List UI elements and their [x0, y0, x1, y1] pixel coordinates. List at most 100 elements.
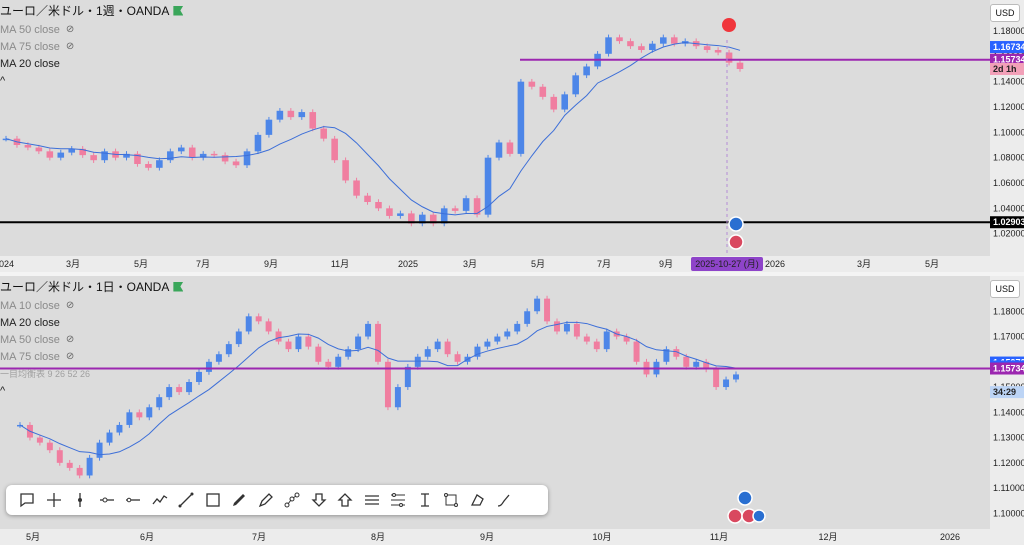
currency-button[interactable]: USD [990, 4, 1020, 22]
candle-body [265, 119, 273, 135]
x-tick-label: 2025 [398, 259, 418, 269]
vertical-line-icon[interactable] [67, 487, 94, 513]
y-tick-label: 1.17000 [993, 332, 1024, 342]
currency-button[interactable]: USD [990, 280, 1020, 298]
candle-body [365, 323, 372, 337]
candle-body [298, 112, 306, 118]
indicator-label[interactable]: MA 75 close [0, 350, 60, 363]
candle-body [563, 323, 570, 332]
candle-body [2, 138, 10, 141]
indicator-label[interactable]: MA 20 close [0, 316, 60, 329]
y-tick-label: 1.13000 [993, 433, 1024, 443]
collapse-legend-icon[interactable]: ^ [0, 384, 6, 397]
candle-body [210, 153, 218, 156]
eye-hidden-icon[interactable]: ⊘ [65, 351, 75, 362]
price-axis[interactable] [990, 276, 1024, 545]
eye-hidden-icon[interactable]: ⊘ [65, 24, 75, 35]
indicator-row[interactable]: MA 75 close ⊘ [0, 350, 183, 363]
indicator-row[interactable]: MA 10 close ⊘ [0, 299, 183, 312]
comment-icon[interactable] [14, 487, 41, 513]
candle-body [325, 361, 332, 367]
alert-pin-icon[interactable] [722, 18, 736, 32]
fib-icon[interactable] [385, 487, 412, 513]
x-tick-label: 11月 [331, 259, 349, 269]
eye-hidden-icon[interactable]: ⊘ [65, 41, 75, 52]
price-tag[interactable] [990, 41, 1024, 54]
event-marker-icon[interactable] [728, 216, 744, 232]
indicator-label[interactable]: MA 50 close [0, 333, 60, 346]
candle-body [386, 208, 393, 216]
indicator-label[interactable]: MA 50 close [0, 23, 60, 36]
candle-body [593, 341, 600, 350]
indicator-label[interactable]: MA 20 close [0, 57, 60, 70]
crosshair-date-tag [691, 257, 763, 271]
pencil-shape-icon[interactable] [465, 487, 492, 513]
indicator-row[interactable]: MA 20 close [0, 57, 183, 70]
price-tag[interactable] [990, 362, 1024, 375]
horizontal-ray-icon[interactable] [94, 487, 121, 513]
candle-body [375, 323, 381, 362]
collapse-legend-icon[interactable]: ^ [0, 74, 6, 87]
x-tick-label: 7月 [196, 259, 210, 269]
candle-body [56, 450, 63, 463]
candle-body [713, 369, 720, 388]
price-tag[interactable] [990, 53, 1024, 66]
pen-icon[interactable] [253, 487, 280, 513]
text-cursor-icon[interactable] [412, 487, 439, 513]
indicator-row[interactable]: 一目均衡表 9 26 52 26 [0, 367, 183, 380]
x-tick-label: 9月 [480, 532, 494, 542]
indicator-row[interactable]: MA 50 close ⊘ [0, 333, 183, 346]
arrow-up-icon[interactable] [332, 487, 359, 513]
candle-body [528, 81, 536, 87]
event-marker-icon[interactable] [752, 509, 766, 523]
candle-body [186, 382, 193, 393]
trend-line-icon[interactable] [173, 487, 200, 513]
indicator-row[interactable]: MA 75 close ⊘ [0, 40, 183, 53]
candle-body [335, 356, 342, 367]
x-tick-label: 7月 [252, 532, 266, 542]
candle-body [524, 311, 531, 324]
crosshair-icon[interactable] [41, 487, 68, 513]
eye-hidden-icon[interactable]: ⊘ [65, 300, 75, 311]
trend-path-icon[interactable] [147, 487, 174, 513]
eye-hidden-icon[interactable]: ⊘ [65, 334, 75, 345]
candle-body [673, 349, 680, 357]
candle-body [703, 361, 710, 370]
x-tick-label: 5月 [134, 259, 148, 269]
candle-body [660, 37, 667, 44]
price-tag[interactable] [990, 63, 1024, 75]
candle-body [364, 195, 371, 202]
us-flag-event-icon[interactable] [727, 508, 743, 524]
horizontal-line-icon[interactable] [120, 487, 147, 513]
time-axis[interactable] [0, 256, 1024, 272]
x-tick-label: 2026 [765, 259, 785, 269]
symbol-title[interactable]: ユーロ／米ドル・1週・OANDA [0, 4, 170, 18]
arrow-down-icon[interactable] [306, 487, 333, 513]
candle-body [254, 134, 262, 152]
price-tag[interactable] [990, 216, 1024, 229]
indicator-label[interactable]: MA 75 close [0, 40, 60, 53]
candle-body [384, 361, 391, 408]
us-flag-event-icon[interactable] [728, 234, 744, 250]
daily-chart-canvas[interactable]: 1.180001.170001.160001.150001.140001.130… [0, 276, 1024, 545]
rectangle-icon[interactable] [200, 487, 227, 513]
brush-icon[interactable] [226, 487, 253, 513]
highlighter-icon[interactable] [491, 487, 518, 513]
x-tick-label: 3月 [857, 259, 871, 269]
symbol-title[interactable]: ユーロ／米ドル・1日・OANDA [0, 280, 170, 294]
indicator-label[interactable]: MA 10 close [0, 299, 60, 312]
y-tick-label: 1.14000 [993, 77, 1024, 87]
event-marker-icon[interactable] [737, 490, 753, 506]
frame-icon[interactable] [438, 487, 465, 513]
parallel-lines-icon[interactable] [359, 487, 386, 513]
indicator-row[interactable]: MA 20 close [0, 316, 183, 329]
weekly-chart-canvas[interactable]: 1.180001.160001.140001.120001.100001.080… [0, 0, 1024, 272]
indicator-label[interactable]: 一目均衡表 9 26 52 26 [0, 369, 91, 379]
weekly-chart-pane[interactable]: 1.180001.160001.140001.120001.100001.080… [0, 0, 1024, 272]
time-axis[interactable] [0, 529, 1024, 545]
price-tag[interactable] [990, 386, 1024, 399]
node-path-icon[interactable] [279, 487, 306, 513]
candle-body [534, 298, 541, 312]
indicator-row[interactable]: MA 50 close ⊘ [0, 23, 183, 36]
pane-divider[interactable] [0, 272, 1024, 276]
